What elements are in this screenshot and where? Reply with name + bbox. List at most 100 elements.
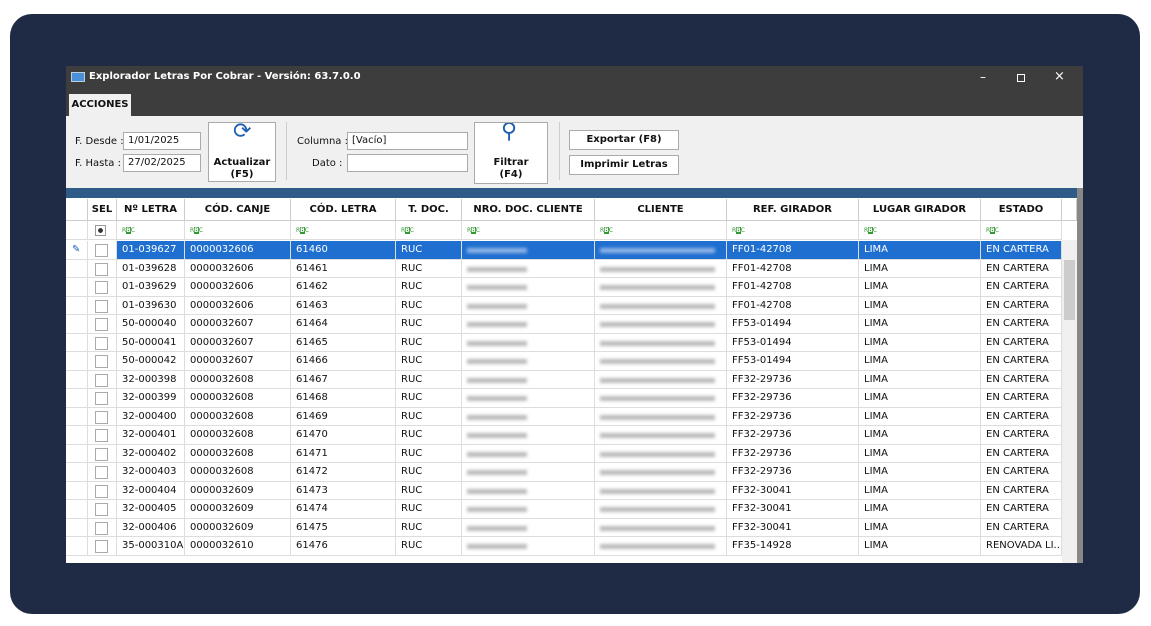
grid-cell[interactable]: EN CARTERA bbox=[981, 518, 1062, 537]
grid-cell[interactable]: 32-000400 bbox=[117, 407, 185, 426]
grid-cell[interactable] bbox=[462, 389, 595, 408]
grid-cell[interactable]: RUC bbox=[396, 389, 462, 408]
grid-cell[interactable]: 61469 bbox=[291, 407, 396, 426]
grid-cell[interactable] bbox=[462, 537, 595, 556]
row-cell[interactable] bbox=[88, 278, 117, 297]
minimize[interactable]: – bbox=[980, 70, 986, 84]
grid-cell[interactable]: FF53-01494 bbox=[727, 352, 859, 371]
row-cell[interactable] bbox=[88, 370, 117, 389]
checkbox[interactable] bbox=[95, 355, 108, 368]
grid-cell[interactable] bbox=[462, 352, 595, 371]
grid-cell[interactable] bbox=[595, 370, 727, 389]
grid-cell[interactable]: 01-039629 bbox=[117, 278, 185, 297]
grid-cell[interactable]: EN CARTERA bbox=[981, 315, 1062, 334]
grid-cell[interactable]: EN CARTERA bbox=[981, 296, 1062, 315]
grid-cell[interactable]: LIMA bbox=[859, 463, 981, 482]
grid-cell[interactable]: RUC bbox=[396, 370, 462, 389]
column-header[interactable]: CÓD. CANJE bbox=[185, 199, 291, 221]
grid-cell[interactable] bbox=[462, 370, 595, 389]
row-cell[interactable] bbox=[88, 407, 117, 426]
grid-cell[interactable]: 32-000405 bbox=[117, 500, 185, 519]
grid-cell[interactable]: 32-000403 bbox=[117, 463, 185, 482]
grid-cell[interactable]: LIMA bbox=[859, 537, 981, 556]
filter-cell[interactable]: RBC bbox=[117, 221, 185, 240]
close[interactable]: × bbox=[1054, 69, 1065, 84]
column-header[interactable]: REF. GIRADOR bbox=[727, 199, 859, 221]
checkbox[interactable] bbox=[95, 410, 108, 424]
checkbox[interactable] bbox=[95, 484, 108, 498]
grid-cell[interactable]: 0000032606 bbox=[185, 259, 291, 278]
select-all[interactable] bbox=[95, 225, 106, 236]
filter-cell[interactable]: RBC bbox=[859, 221, 981, 240]
grid-cell[interactable]: RUC bbox=[396, 352, 462, 371]
grid-cell[interactable]: 0000032606 bbox=[185, 241, 291, 260]
grid-cell[interactable] bbox=[595, 333, 727, 352]
grid-cell[interactable]: 61463 bbox=[291, 296, 396, 315]
grid-cell[interactable] bbox=[462, 296, 595, 315]
grid-cell[interactable]: 61467 bbox=[291, 370, 396, 389]
grid-cell[interactable]: FF32-29736 bbox=[727, 407, 859, 426]
grid-cell[interactable]: RUC bbox=[396, 426, 462, 445]
grid-cell[interactable]: FF01-42708 bbox=[727, 241, 859, 260]
filter-cell[interactable]: RBC bbox=[185, 221, 291, 240]
column-header[interactable]: SEL bbox=[88, 199, 117, 221]
grid-cell[interactable]: 01-039628 bbox=[117, 259, 185, 278]
grid-cell[interactable]: EN CARTERA bbox=[981, 426, 1062, 445]
grid-cell[interactable]: EN CARTERA bbox=[981, 259, 1062, 278]
grid-cell[interactable]: 01-039630 bbox=[117, 296, 185, 315]
column-header[interactable]: NRO. DOC. CLIENTE bbox=[462, 199, 595, 221]
grid-cell[interactable] bbox=[462, 333, 595, 352]
checkbox[interactable] bbox=[95, 244, 108, 257]
grid-cell[interactable]: 50-000042 bbox=[117, 352, 185, 371]
grid-cell[interactable]: LIMA bbox=[859, 278, 981, 297]
grid-cell[interactable] bbox=[595, 315, 727, 334]
grid-cell[interactable]: 0000032609 bbox=[185, 518, 291, 537]
grid-cell[interactable]: 50-000040 bbox=[117, 315, 185, 334]
refresh-button[interactable]: ⟳ Actualizar (F5) bbox=[208, 122, 276, 182]
grid-cell[interactable]: 50-000041 bbox=[117, 333, 185, 352]
grid-cell[interactable]: 35-000310A bbox=[117, 537, 185, 556]
grid-cell[interactable]: EN CARTERA bbox=[981, 481, 1062, 500]
grid-cell[interactable]: RUC bbox=[396, 315, 462, 334]
grid-cell[interactable]: 61468 bbox=[291, 389, 396, 408]
grid-cell[interactable]: LIMA bbox=[859, 518, 981, 537]
grid-cell[interactable]: FF32-29736 bbox=[727, 426, 859, 445]
row-cell[interactable] bbox=[88, 333, 117, 352]
grid-cell[interactable]: 0000032608 bbox=[185, 463, 291, 482]
grid-cell[interactable]: EN CARTERA bbox=[981, 278, 1062, 297]
grid-cell[interactable]: EN CARTERA bbox=[981, 500, 1062, 519]
grid-cell[interactable]: FF32-29736 bbox=[727, 370, 859, 389]
checkbox[interactable] bbox=[95, 503, 108, 516]
grid-cell[interactable] bbox=[462, 481, 595, 500]
grid-cell[interactable]: 32-000399 bbox=[117, 389, 185, 408]
grid-cell[interactable]: LIMA bbox=[859, 296, 981, 315]
grid-cell[interactable]: EN CARTERA bbox=[981, 352, 1062, 371]
grid-cell[interactable]: 32-000402 bbox=[117, 444, 185, 463]
row-cell[interactable] bbox=[88, 463, 117, 482]
grid-cell[interactable]: RUC bbox=[396, 463, 462, 482]
filter-cell[interactable]: RBC bbox=[595, 221, 727, 240]
checkbox[interactable] bbox=[95, 336, 108, 350]
column-header[interactable]: CLIENTE bbox=[595, 199, 727, 221]
column-header[interactable]: LUGAR GIRADOR bbox=[859, 199, 981, 221]
grid-cell[interactable] bbox=[595, 259, 727, 278]
grid-cell[interactable]: LIMA bbox=[859, 259, 981, 278]
grid-cell[interactable]: 0000032608 bbox=[185, 444, 291, 463]
grid-cell[interactable]: RUC bbox=[396, 481, 462, 500]
grid-cell[interactable]: FF32-29736 bbox=[727, 389, 859, 408]
column-header[interactable]: CÓD. LETRA bbox=[291, 199, 396, 221]
row-cell[interactable] bbox=[88, 444, 117, 463]
checkbox[interactable] bbox=[95, 281, 108, 294]
grid-cell[interactable]: 0000032607 bbox=[185, 352, 291, 371]
grid-cell[interactable] bbox=[462, 278, 595, 297]
grid-cell[interactable]: RUC bbox=[396, 333, 462, 352]
grid-cell[interactable]: RENOVADA LI... bbox=[981, 537, 1062, 556]
grid-cell[interactable] bbox=[595, 518, 727, 537]
grid-cell[interactable] bbox=[595, 500, 727, 519]
grid-cell[interactable]: RUC bbox=[396, 259, 462, 278]
grid-cell[interactable]: 0000032608 bbox=[185, 407, 291, 426]
grid-cell[interactable]: 32-000401 bbox=[117, 426, 185, 445]
grid-cell[interactable]: LIMA bbox=[859, 370, 981, 389]
grid-cell[interactable] bbox=[462, 426, 595, 445]
grid-cell[interactable] bbox=[595, 278, 727, 297]
